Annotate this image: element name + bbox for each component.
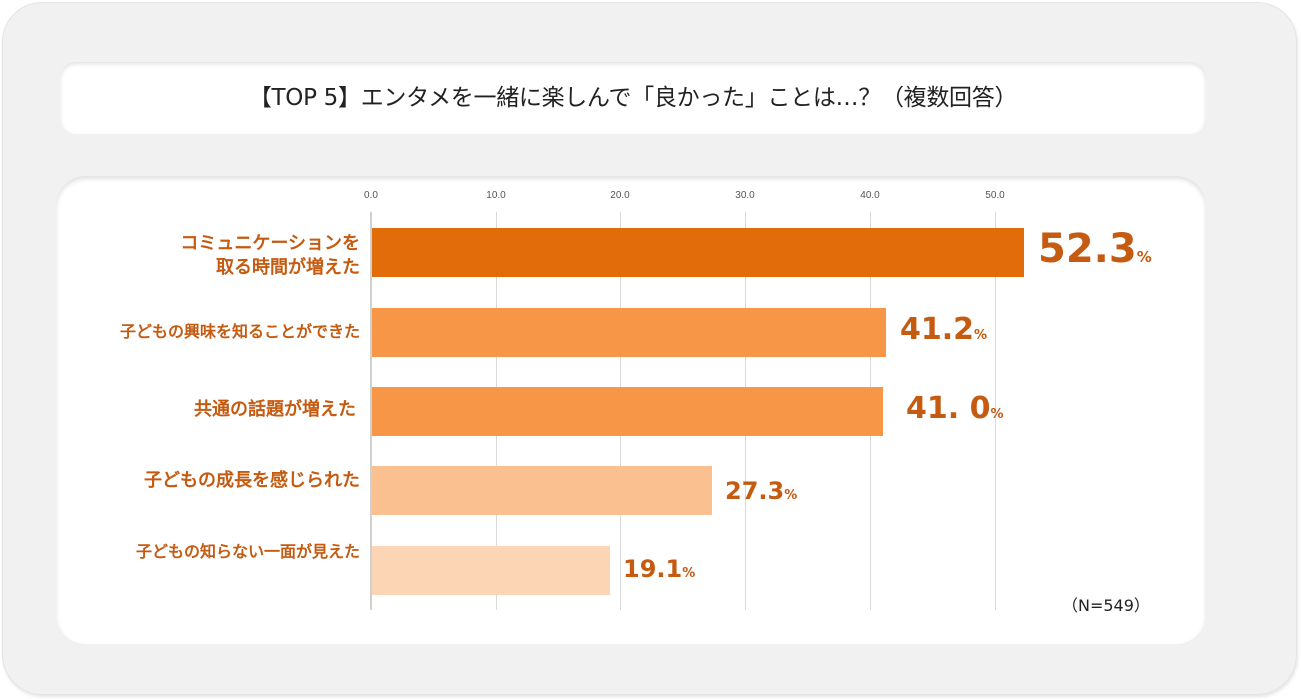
bar-4 [372, 466, 712, 515]
y-axis-line [370, 212, 372, 610]
value-label-4: 27.3% [725, 477, 797, 505]
bar-5 [372, 546, 610, 595]
value-label-1: 52.3% [1038, 226, 1152, 272]
value-label-3: 41. 0% [906, 391, 1004, 426]
value-3: 41. 0 [906, 391, 991, 426]
category-label-4: 子どもの成長を感じられた [144, 470, 360, 491]
category-label-1-line1: コミュニケーションを [180, 233, 360, 254]
value-label-2: 41.2% [900, 312, 987, 347]
sample-size-note: （N=549） [1062, 596, 1150, 615]
value-5: 19.1 [623, 555, 683, 583]
x-tick-30: 30.0 [735, 190, 755, 201]
category-label-2: 子どもの興味を知ることができた [119, 322, 360, 341]
bar-2 [372, 308, 886, 357]
value-label-5: 19.1% [623, 555, 695, 583]
value-2: 41.2 [900, 312, 975, 347]
percent-sign-2: % [974, 328, 988, 343]
x-tick-20: 20.0 [610, 190, 630, 201]
value-4: 27.3 [725, 477, 785, 505]
category-label-5: 子どもの知らない一面が見えた [135, 542, 360, 561]
category-label-3: 共通の話題が増えた [194, 399, 356, 420]
gridline-50 [995, 212, 996, 610]
bar-1 [372, 228, 1024, 277]
x-tick-40: 40.0 [860, 190, 880, 201]
x-tick-50: 50.0 [985, 190, 1005, 201]
title-panel: 【TOP 5】エンタメを一緒に楽しんで「良かった」ことは…？（複数回答） [60, 62, 1206, 134]
percent-sign-1: % [1136, 248, 1152, 266]
x-tick-0: 0.0 [364, 190, 378, 201]
value-1: 52.3 [1038, 226, 1137, 272]
percent-sign-3: % [990, 407, 1004, 422]
percent-sign-5: % [682, 566, 696, 581]
category-label-1-line2: 取る時間が増えた [216, 257, 360, 278]
x-tick-10: 10.0 [486, 190, 506, 201]
bar-3 [372, 387, 883, 436]
percent-sign-4: % [784, 488, 798, 503]
chart-title: 【TOP 5】エンタメを一緒に楽しんで「良かった」ことは…？（複数回答） [248, 85, 1018, 111]
category-label-1: コミュニケーションを 取る時間が増えた [180, 232, 360, 280]
